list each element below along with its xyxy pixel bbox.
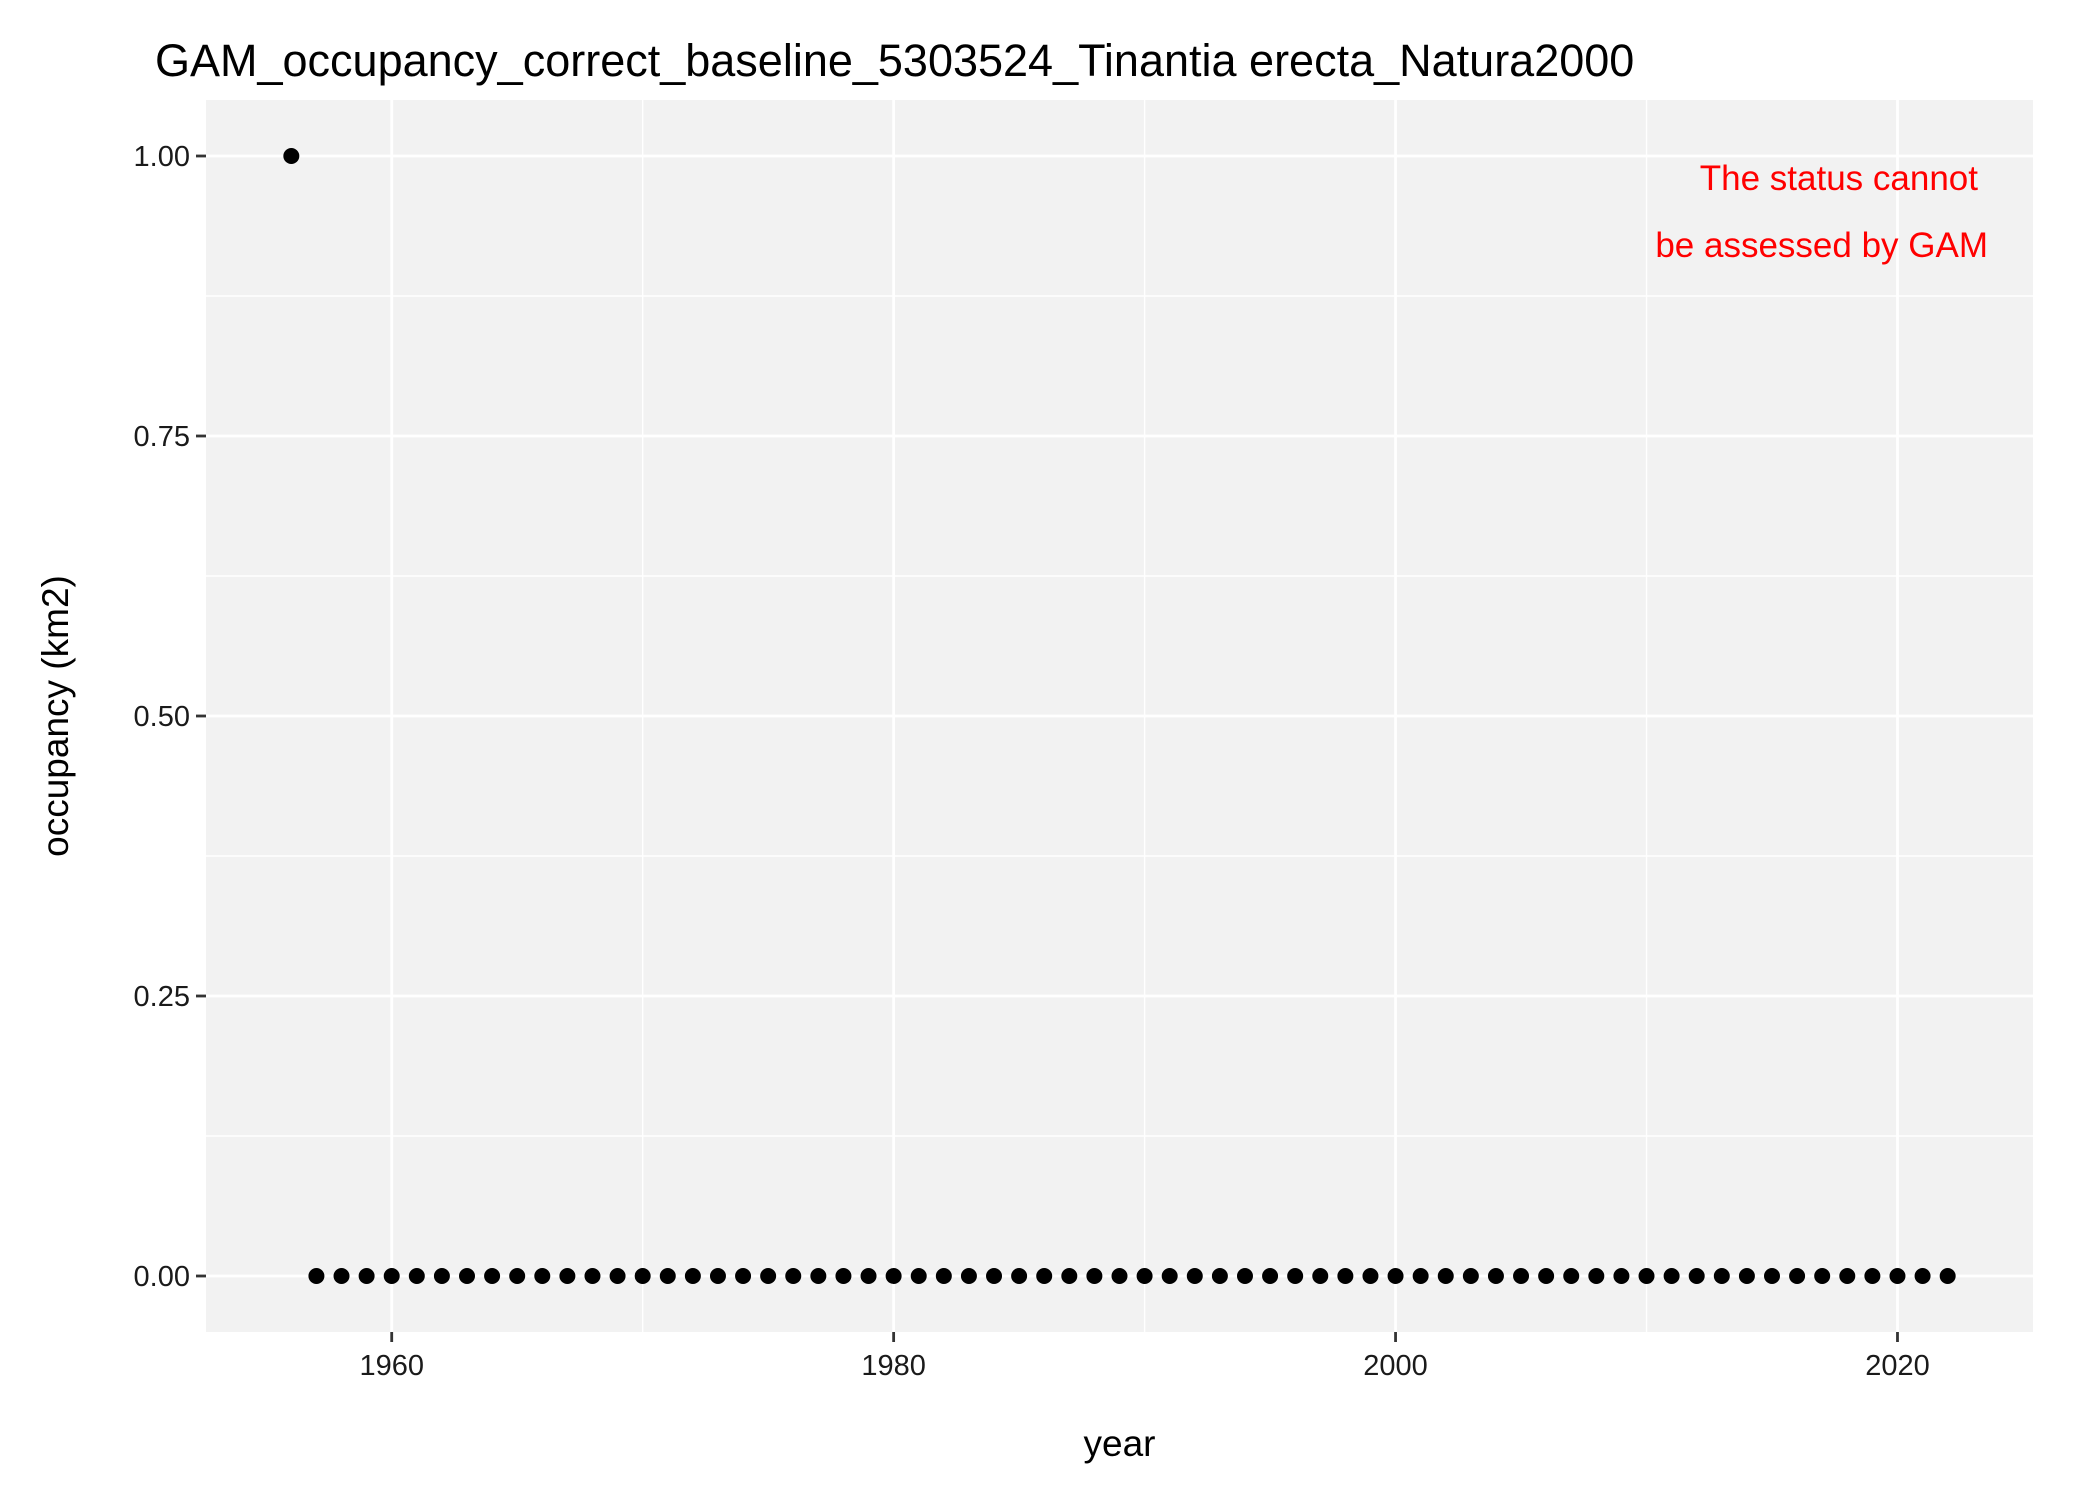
- data-point: [1236, 1268, 1253, 1284]
- data-point: [1914, 1268, 1931, 1284]
- data-point: [1136, 1268, 1153, 1284]
- data-point: [1011, 1268, 1028, 1284]
- data-points: [283, 148, 1956, 1284]
- data-point: [1864, 1268, 1881, 1284]
- data-point: [584, 1268, 601, 1284]
- data-point: [1538, 1268, 1555, 1284]
- data-point: [1814, 1268, 1831, 1284]
- x-tick-label: 2020: [1865, 1350, 1930, 1382]
- data-point: [835, 1268, 852, 1284]
- annotation-line-1: The status cannot: [1700, 159, 1978, 198]
- data-point: [935, 1268, 952, 1284]
- data-point: [1688, 1268, 1705, 1284]
- data-point: [1663, 1268, 1680, 1284]
- data-point: [885, 1268, 902, 1284]
- data-point: [810, 1268, 827, 1284]
- data-point: [1789, 1268, 1806, 1284]
- data-point: [1839, 1268, 1856, 1284]
- x-axis-title: year: [1084, 1423, 1156, 1464]
- data-point: [484, 1268, 501, 1284]
- data-point: [1563, 1268, 1580, 1284]
- data-point: [534, 1268, 551, 1284]
- data-point: [1362, 1268, 1379, 1284]
- y-axis-title: occupancy (km2): [35, 575, 76, 857]
- data-point: [1312, 1268, 1329, 1284]
- data-point: [1186, 1268, 1203, 1284]
- data-point: [1061, 1268, 1078, 1284]
- data-point: [383, 1268, 400, 1284]
- data-point: [785, 1268, 802, 1284]
- data-point: [860, 1268, 877, 1284]
- data-point: [308, 1268, 325, 1284]
- data-point: [1513, 1268, 1530, 1284]
- x-tick-label: 2000: [1363, 1350, 1428, 1382]
- data-point: [1462, 1268, 1479, 1284]
- y-tick-label: 0.75: [134, 421, 190, 453]
- data-point: [509, 1268, 526, 1284]
- data-point: [910, 1268, 927, 1284]
- axis-ticks: 1960 1980 2000 2020 0.00 0.25 0.50 0.75 1.00: [134, 141, 1930, 1382]
- data-point: [1211, 1268, 1228, 1284]
- data-point: [1487, 1268, 1504, 1284]
- data-point: [1262, 1268, 1279, 1284]
- data-point: [760, 1268, 777, 1284]
- data-point: [1939, 1268, 1956, 1284]
- annotation-line-2: be assessed by GAM: [1655, 226, 1988, 265]
- data-point: [459, 1268, 475, 1284]
- data-point: [358, 1268, 375, 1284]
- data-point: [1086, 1268, 1103, 1284]
- chart-title: GAM_occupancy_correct_baseline_5303524_T…: [155, 35, 1634, 86]
- data-point: [283, 148, 300, 164]
- data-point: [1437, 1268, 1454, 1284]
- data-point: [408, 1268, 425, 1284]
- data-point: [1161, 1268, 1178, 1284]
- data-point: [1588, 1268, 1605, 1284]
- data-point: [1764, 1268, 1780, 1284]
- data-point: [986, 1268, 1003, 1284]
- data-point: [960, 1268, 977, 1284]
- data-point: [735, 1268, 752, 1284]
- y-tick-label: 0.50: [134, 701, 190, 733]
- data-point: [333, 1268, 350, 1284]
- data-point: [1036, 1268, 1053, 1284]
- data-point: [1713, 1268, 1730, 1284]
- grid-lines: [206, 100, 2033, 1332]
- data-point: [1287, 1268, 1304, 1284]
- y-tick-label: 1.00: [134, 141, 190, 173]
- data-point: [634, 1268, 651, 1284]
- x-tick-label: 1960: [359, 1350, 424, 1382]
- data-point: [1111, 1268, 1128, 1284]
- data-point: [1638, 1268, 1655, 1284]
- x-tick-label: 1980: [861, 1350, 926, 1382]
- data-point: [609, 1268, 626, 1284]
- data-point: [1613, 1268, 1630, 1284]
- data-point: [433, 1268, 450, 1284]
- data-point: [709, 1268, 726, 1284]
- data-point: [1337, 1268, 1354, 1284]
- data-point: [1889, 1268, 1906, 1284]
- y-tick-label: 0.00: [134, 1261, 190, 1293]
- data-point: [684, 1268, 701, 1284]
- data-point: [1738, 1268, 1755, 1284]
- data-point: [659, 1268, 676, 1284]
- data-point: [1412, 1268, 1429, 1284]
- data-point: [559, 1268, 576, 1284]
- y-tick-label: 0.25: [134, 981, 190, 1013]
- data-point: [1387, 1268, 1404, 1284]
